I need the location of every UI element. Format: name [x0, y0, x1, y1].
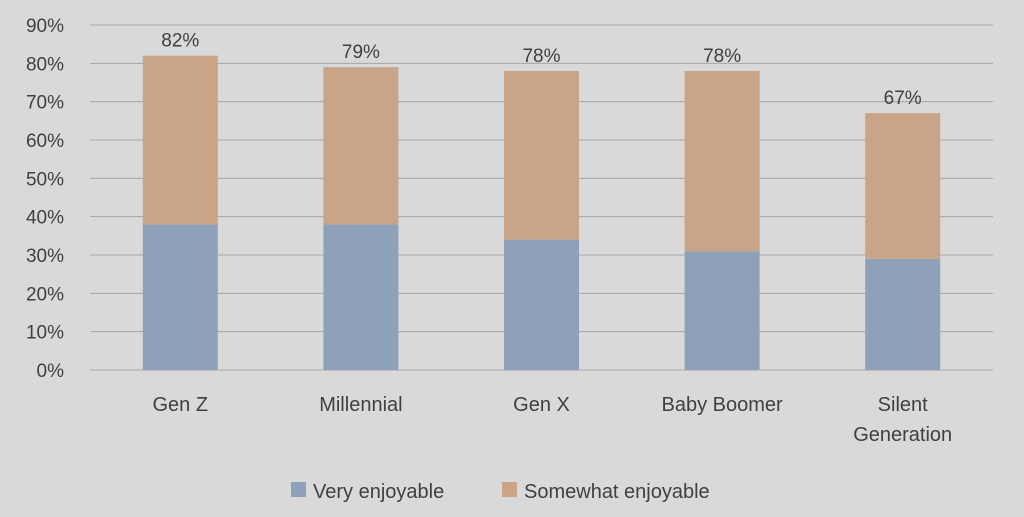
y-axis: 0% 10% 20% 30% 40% 50% 60% 70% 80% 90% [26, 16, 64, 382]
total-label: 78% [703, 46, 741, 67]
bar-segment-somewhat-enjoyable [504, 71, 579, 240]
bar-segment-very-enjoyable [504, 239, 579, 370]
y-tick-label: 10% [26, 323, 64, 344]
bar-segment-very-enjoyable [865, 258, 941, 370]
x-tick-label: Gen Z [153, 394, 209, 416]
y-tick-label: 90% [26, 16, 64, 37]
total-label: 82% [161, 31, 199, 52]
legend: Very enjoyable Somewhat enjoyable [291, 481, 710, 503]
total-label: 67% [884, 88, 922, 109]
total-label: 78% [522, 46, 560, 67]
x-tick-label: Baby Boomer [662, 394, 784, 416]
total-label: 79% [342, 42, 380, 63]
y-tick-label: 70% [26, 93, 64, 114]
legend-swatch-somewhat-enjoyable [502, 482, 517, 497]
total-labels: 82% 79% 78% 78% 67% [161, 31, 922, 109]
y-tick-label: 40% [26, 208, 64, 229]
y-tick-label: 0% [37, 361, 65, 382]
y-tick-label: 80% [26, 54, 64, 75]
y-tick-label: 30% [26, 246, 64, 267]
x-tick-label: Millennial [319, 394, 402, 416]
x-axis: Gen Z Millennial Gen X Baby Boomer Silent Gen… [153, 394, 953, 446]
bar-segment-very-enjoyable [323, 224, 399, 370]
bar-segment-somewhat-enjoyable [323, 67, 399, 225]
bars [142, 55, 941, 370]
x-tick-label: Gen X [513, 394, 570, 416]
bar-segment-very-enjoyable [684, 251, 760, 370]
bar-segment-somewhat-enjoyable [684, 71, 760, 252]
legend-swatch-very-enjoyable [291, 482, 306, 497]
x-tick-label: Generation [853, 424, 952, 446]
bar-segment-somewhat-enjoyable [142, 55, 218, 225]
x-tick-label: Silent [878, 394, 928, 416]
legend-label-somewhat-enjoyable: Somewhat enjoyable [524, 481, 710, 503]
bar-segment-very-enjoyable [142, 224, 218, 370]
bar-segment-somewhat-enjoyable [865, 113, 941, 259]
y-tick-label: 50% [26, 169, 64, 190]
y-tick-label: 60% [26, 131, 64, 152]
y-tick-label: 20% [26, 284, 64, 305]
legend-label-very-enjoyable: Very enjoyable [313, 481, 444, 503]
